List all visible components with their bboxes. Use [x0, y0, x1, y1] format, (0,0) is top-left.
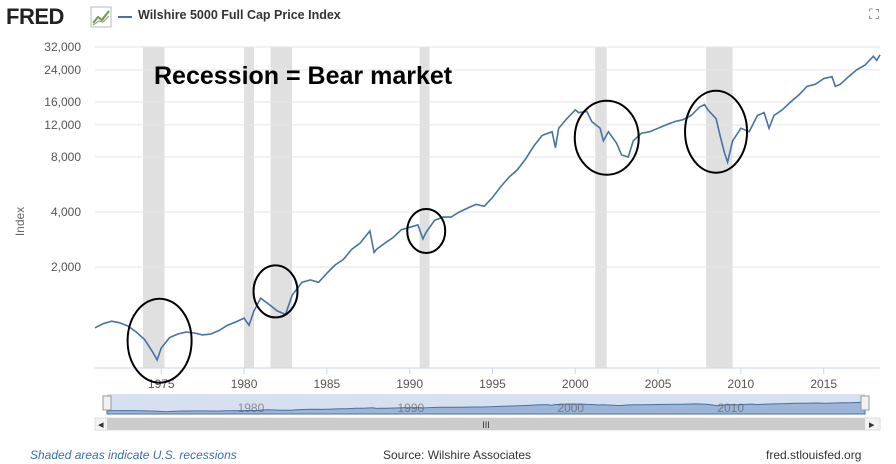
x-tick-label: 1990 [396, 377, 423, 391]
recession-note: Shaded areas indicate U.S. recessions [30, 448, 237, 462]
navigator-labels: 1980 1990 2000 2010 [238, 401, 745, 415]
y-tick-label: 32,000 [44, 40, 81, 54]
x-tick-label: 1985 [314, 377, 341, 391]
scrollbar-thumb[interactable] [107, 418, 865, 430]
x-tick-label: 2000 [562, 377, 589, 391]
scrollbar[interactable]: ◂ ▸ III [94, 417, 881, 431]
legend-series-name: Wilshire 5000 Full Cap Price Index [138, 8, 341, 22]
recession-band-3 [419, 47, 430, 368]
navigator-handle-right[interactable] [860, 395, 870, 411]
scrollbar-grip-icon: III [482, 420, 490, 430]
series-line [94, 54, 881, 362]
x-tick-label: 1980 [231, 377, 258, 391]
source-text: Source: Wilshire Associates [383, 448, 532, 462]
y-tick-label: 8,000 [51, 150, 81, 164]
annotation-text: Recession = Bear market [154, 62, 453, 90]
x-tick-label: 2005 [645, 377, 672, 391]
x-tick-label: 1995 [479, 377, 506, 391]
navigator-label: 2010 [717, 401, 744, 415]
y-tick-label: 16,000 [44, 95, 81, 109]
x-tick-label: 2010 [728, 377, 755, 391]
y-axis-title: Index [13, 207, 27, 236]
legend-swatch [118, 16, 132, 18]
x-tick-labels: 1975 1980 1985 1990 1995 2000 2005 2010 2015 [148, 368, 837, 391]
y-tick-label: 24,000 [44, 63, 81, 77]
chart-area: 2,0004,0008,00012,00016,00024,00032,000 … [13, 40, 881, 431]
navigator-handle-left[interactable] [102, 395, 112, 411]
site-link[interactable]: fred.stlouisfed.org [766, 448, 862, 462]
navigator-area [106, 401, 866, 415]
recession-band-2 [270, 47, 293, 368]
y-tick-labels: 2,000 4,000 8,000 12,000 16,000 24,000 32,000 [44, 40, 81, 274]
navigator-label: 1980 [238, 401, 265, 415]
scroll-right-arrow-icon[interactable]: ▸ [869, 419, 875, 431]
highlight-circles [126, 89, 749, 384]
recession-bands [143, 47, 733, 368]
x-tick-label: 2015 [810, 377, 837, 391]
expand-icon[interactable]: ⛶ [869, 6, 879, 22]
range-navigator[interactable]: 1980 1990 2000 2010 [102, 394, 870, 415]
highlight-circle-2 [406, 207, 447, 254]
y-tick-label: 12,000 [44, 118, 81, 132]
fred-logo[interactable]: FRED [6, 4, 64, 29]
chart-header: FRED Wilshire 5000 Full Cap Price Index … [0, 0, 896, 34]
highlight-circle-0 [126, 297, 193, 384]
highlight-circle-4 [684, 89, 749, 174]
gridlines [95, 46, 880, 369]
navigator-label: 1990 [397, 401, 424, 415]
scroll-left-arrow-icon[interactable]: ◂ [98, 419, 104, 431]
chart-footer: Shaded areas indicate U.S. recessions So… [0, 444, 896, 464]
y-tick-label: 2,000 [51, 260, 81, 274]
recession-band-0 [143, 47, 165, 368]
chart-trend-icon [90, 6, 112, 28]
recession-band-4 [595, 47, 607, 368]
recession-band-1 [244, 47, 254, 368]
highlight-circle-3 [573, 99, 640, 176]
highlight-circle-1 [252, 264, 299, 319]
recession-band-5 [706, 47, 733, 368]
y-tick-label: 4,000 [51, 205, 81, 219]
navigator-label: 2000 [557, 401, 584, 415]
